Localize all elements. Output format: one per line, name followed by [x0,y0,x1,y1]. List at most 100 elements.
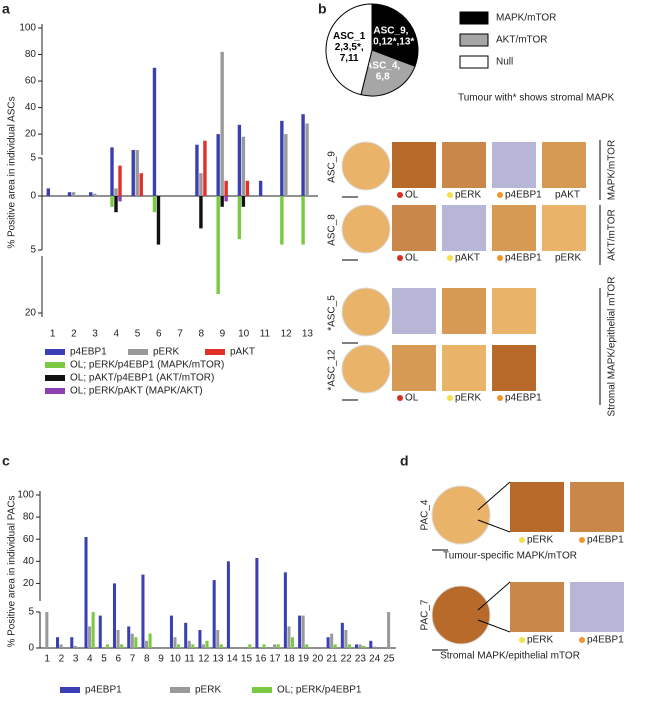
bar [152,67,157,196]
zoom-line [477,619,511,633]
stain-label: p4EBP1 [505,253,542,264]
tissue-image [442,205,486,251]
bar [145,640,149,648]
bar [301,615,305,648]
stain-dot [447,255,453,261]
bar [110,147,114,196]
y-tick-label: 20 [25,308,37,319]
bar [344,630,348,648]
tissue-image [341,204,391,254]
x-tick-label: 3 [92,329,98,340]
x-tick-label: 19 [298,654,310,665]
legend-label: OL; pERK/p4EBP1 (MAPK/mTOR) [70,360,224,371]
legend-label: AKT/mTOR [496,35,547,46]
row-label: PAC_4 [420,499,431,530]
tissue-image [510,482,564,532]
bar [220,196,224,207]
bar [46,188,51,196]
stain-dot [579,637,585,643]
bar [98,615,102,648]
y-axis-label: % Positive area in individual PACs [7,495,18,647]
y-tick-label: 60 [23,534,35,545]
bar [195,144,199,196]
bar [241,196,246,207]
bar [114,188,118,196]
legend-swatch [45,388,65,394]
bar [358,644,362,648]
bar [330,633,334,648]
x-tick-label: 10 [238,329,250,340]
stain-label: pERK [455,393,481,404]
row-label: *ASC_12 [327,349,338,391]
stain-label: OL [405,190,419,201]
legend-swatch [459,55,489,69]
legend-swatch [45,349,65,355]
stain-label: pERK [527,535,553,546]
y-tick-label: 100 [19,23,36,34]
tissue-image [492,142,536,188]
x-tick-label: 14 [227,654,239,665]
tissue-image [570,482,624,532]
bar [135,150,139,196]
tissue-image [392,142,436,188]
tissue-image [542,205,586,251]
stain-label: p4EBP1 [587,635,624,646]
legend-swatch [170,687,190,693]
bar [131,150,135,196]
bar [305,123,309,196]
x-tick-label: 6 [116,654,122,665]
slice-label: 10,12*,13* [368,37,415,48]
bar [216,196,220,294]
bar [201,644,206,648]
bar [169,615,173,648]
x-tick-label: 1 [44,654,50,665]
stain-label: p4EBP1 [587,535,624,546]
bar [347,644,351,648]
x-tick-label: 24 [369,654,381,665]
x-tick-label: 18 [284,654,296,665]
bar [355,644,359,648]
stain-label: pAKT [555,190,580,201]
bar [88,626,92,648]
bar [73,645,77,648]
stain-label: pERK [455,190,481,201]
x-tick-label: 15 [241,654,253,665]
bar [105,644,109,648]
bar [283,572,287,648]
group-label: MAPK/mTOR [607,140,618,200]
legend-label: OL; pERK/p4EBP1 [277,685,362,696]
x-tick-label: 2 [59,654,65,665]
slice-label: ASC_4, [365,60,400,71]
bar [71,192,76,196]
bar [276,644,280,648]
tissue-image [341,141,391,191]
bar [134,637,138,648]
x-tick-label: 8 [144,654,150,665]
bar [273,644,277,648]
legend-label: OL; pAKT/p4EBP1 (AKT/mTOR) [70,373,214,384]
bar [199,196,203,229]
stain-dot [497,192,503,198]
bar [56,637,60,648]
stain-label: p4EBP1 [505,393,542,404]
bar [148,633,152,648]
tissue-image [510,582,564,632]
x-tick-label: 22 [341,654,353,665]
y-tick-label: 0 [28,643,34,654]
x-tick-label: 21 [326,654,338,665]
x-tick-label: 3 [73,654,79,665]
x-tick-label: 9 [220,329,226,340]
group-label: Stromal MAPK/epithelial mTOR [607,277,618,417]
bar [203,140,207,196]
panel-label: d [400,453,409,469]
x-tick-label: 7 [130,654,136,665]
tissue-image [542,142,586,188]
bar [237,124,242,196]
bar [199,173,203,196]
bar [290,637,295,648]
bar [89,192,93,196]
bar [45,612,49,648]
stain-label: p4EBP1 [505,190,542,201]
bar [184,622,188,648]
stain-dot [397,395,403,401]
